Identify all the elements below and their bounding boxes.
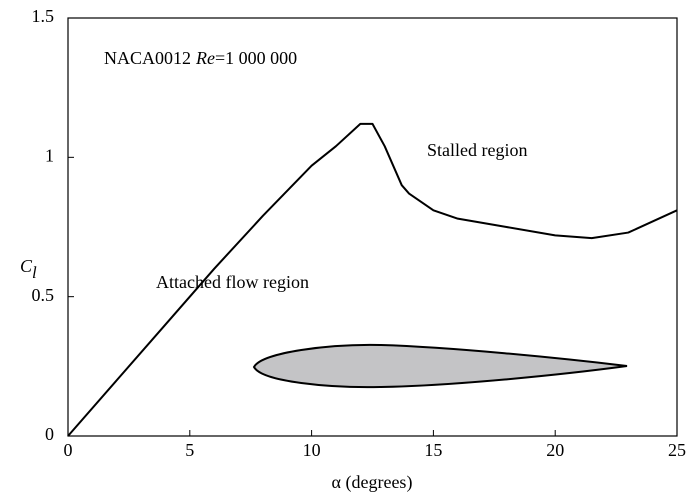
y-tick-label: 0.5	[32, 285, 55, 305]
data-line	[67, 122, 678, 437]
annotation-part: Re	[195, 48, 215, 68]
annotation-part: =1 000 000	[215, 48, 297, 68]
y-axis-label-main: C	[20, 256, 33, 276]
x-axis-label: α (degrees)	[332, 472, 413, 493]
annotation: NACA0012 Re=1 000 000	[104, 48, 297, 68]
x-tick-label: 10	[303, 440, 321, 460]
airfoil	[252, 343, 628, 389]
y-tick-label: 1.5	[32, 6, 55, 26]
plot-frame	[67, 17, 678, 437]
annotation-part: NACA0012	[104, 48, 191, 68]
x-tick-label: 15	[424, 440, 442, 460]
y-axis-label-sub: l	[32, 263, 37, 282]
x-tick-label: 25	[668, 440, 686, 460]
x-tick-label: 5	[185, 440, 194, 460]
x-tick-label: 0	[64, 440, 73, 460]
y-tick-label: 1	[45, 145, 54, 165]
y-tick-label: 0	[45, 424, 54, 444]
annotation: Attached flow region	[156, 272, 309, 292]
x-tick-label: 20	[546, 440, 564, 460]
annotation: Stalled region	[427, 140, 527, 160]
y-axis-label: Cl	[20, 256, 37, 282]
